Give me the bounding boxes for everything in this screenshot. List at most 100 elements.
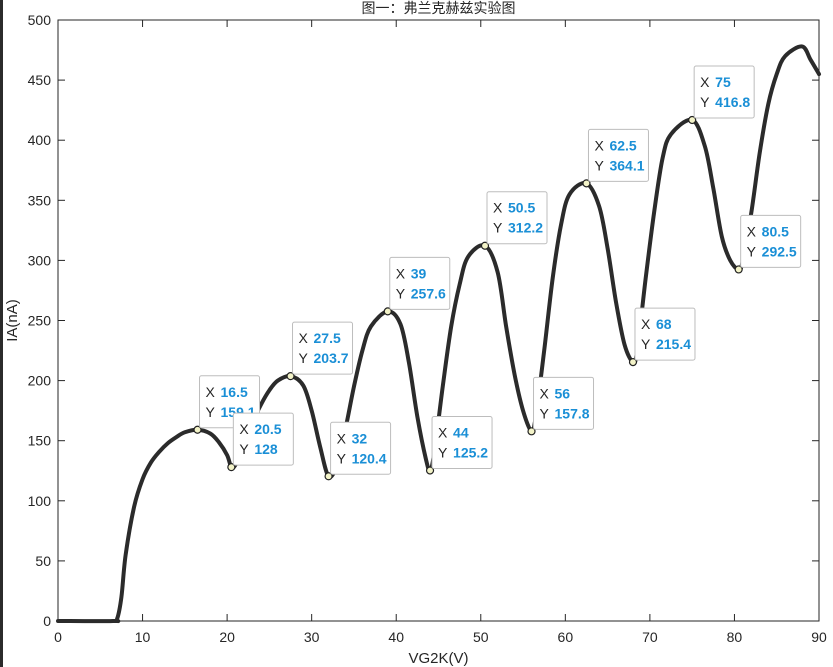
datatip: X 62.5 Y 364.1	[582, 128, 649, 188]
datatip-x-key: X	[594, 137, 604, 153]
datatip-box	[486, 191, 548, 245]
datatip-box	[693, 65, 755, 119]
datatip-marker	[582, 179, 591, 188]
datatip-marker	[480, 241, 490, 250]
datatip-x-key: X	[438, 425, 448, 441]
datatip-x-value: 62.5	[609, 137, 636, 153]
y-tick-label: 200	[28, 373, 52, 389]
window-edge	[0, 0, 3, 667]
datatip-x-value: 75	[715, 74, 731, 90]
datatip-y-key: Y	[337, 450, 347, 466]
datatip-y-key: Y	[396, 285, 406, 301]
datatip-x-key: X	[747, 223, 757, 239]
y-tick-label: 350	[28, 192, 52, 208]
data-series-line	[56, 44, 821, 624]
datatip-marker	[688, 115, 697, 125]
y-tick-label: 450	[28, 72, 52, 88]
datatip-y-value: 257.6	[411, 285, 446, 301]
datatip-x-key: X	[540, 385, 550, 401]
datatip-y-key: Y	[206, 404, 216, 420]
datatip-x-key: X	[641, 316, 651, 332]
datatip: X 75 Y 416.8	[688, 65, 755, 125]
datatip-y-key: Y	[641, 336, 651, 352]
x-tick-label: 40	[388, 629, 404, 645]
datatip-y-key: Y	[239, 441, 249, 457]
datatip-marker	[193, 425, 202, 434]
datatip-marker	[734, 265, 743, 274]
x-tick-label: 10	[135, 629, 151, 645]
datatip-marker	[383, 307, 392, 316]
datatip-box	[587, 128, 649, 182]
x-tick-label: 20	[219, 629, 235, 645]
x-tick-label: 30	[304, 629, 320, 645]
y-axis-label: IA(nA)	[4, 299, 21, 342]
datatip: X 80.5 Y 292.5	[734, 214, 802, 274]
datatip-x-value: 20.5	[254, 421, 281, 437]
datatip-x-value: 56	[555, 385, 571, 401]
datatip: X 20.5 Y 128	[227, 412, 294, 472]
datatip-marker	[324, 472, 333, 481]
datatip-box	[740, 214, 802, 268]
y-tick-label: 300	[28, 252, 52, 268]
datatip-x-value: 27.5	[314, 330, 341, 346]
datatip-box	[634, 307, 696, 361]
datatip-x-key: X	[239, 421, 249, 437]
datatip: X 39 Y 257.6	[383, 256, 451, 316]
datatip-y-key: Y	[594, 157, 604, 173]
datatip-y-key: Y	[299, 350, 309, 366]
datatip-y-value: 128	[254, 441, 278, 457]
y-tick-label: 400	[28, 132, 52, 148]
datatip-marker	[227, 463, 236, 472]
plot-area: 0 10 20 30 40 50 60 70 80 90 0 50 100 150 200 250 300 350…	[28, 12, 827, 645]
datatip-box	[389, 256, 451, 310]
datatip-marker	[286, 372, 295, 381]
datatip-x-value: 68	[656, 316, 672, 332]
y-tick-label: 150	[28, 433, 52, 449]
x-tick-label: 70	[642, 629, 658, 645]
datatip-box	[292, 321, 354, 375]
datatip-x-key: X	[396, 265, 406, 281]
x-axis-label: VG2K(V)	[408, 650, 468, 667]
datatip-marker	[425, 466, 435, 475]
y-tick-label: 250	[28, 313, 52, 329]
datatip-y-key: Y	[540, 405, 550, 421]
datatip-y-value: 215.4	[656, 336, 691, 352]
x-tick-label: 0	[54, 629, 62, 645]
x-tick-label: 90	[811, 629, 827, 645]
datatip: X 32 Y 120.4	[324, 421, 392, 481]
datatip-x-key: X	[206, 384, 216, 400]
datatip-x-value: 39	[411, 265, 427, 281]
datatip: X 44 Y 125.2	[425, 416, 493, 475]
datatip-x-value: 80.5	[762, 223, 789, 239]
datatip-box	[533, 376, 595, 430]
datatip-x-value: 50.5	[508, 200, 535, 216]
datatip-y-key: Y	[700, 94, 710, 110]
datatip-x-key: X	[700, 74, 710, 90]
datatip: X 68 Y 215.4	[628, 307, 696, 367]
datatip-marker	[527, 427, 536, 436]
datatip-y-value: 125.2	[453, 445, 488, 461]
datatip-x-value: 16.5	[221, 384, 248, 400]
datatip: X 50.5 Y 312.2	[480, 191, 548, 250]
datatip-x-key: X	[299, 330, 309, 346]
datatip-y-value: 312.2	[508, 220, 543, 236]
datatip-y-value: 120.4	[352, 450, 387, 466]
y-tick-label: 500	[28, 12, 52, 28]
datatip: X 56 Y 157.8	[527, 376, 595, 436]
datatip-x-value: 32	[352, 430, 368, 446]
y-tick-label: 0	[43, 613, 51, 629]
datatip-x-key: X	[493, 200, 503, 216]
datatip-y-value: 203.7	[314, 350, 349, 366]
datatip-y-key: Y	[438, 445, 448, 461]
datatip-marker	[628, 357, 638, 367]
chart-title: 图一：弗兰克赫兹实验图	[362, 0, 516, 16]
datatip-y-value: 364.1	[609, 157, 644, 173]
datatip-box	[431, 416, 493, 470]
datatip-y-key: Y	[747, 243, 757, 259]
datatip-y-key: Y	[493, 220, 503, 236]
datatip-y-value: 292.5	[762, 243, 797, 259]
x-tick-label: 50	[473, 629, 489, 645]
x-tick-label: 80	[727, 629, 743, 645]
